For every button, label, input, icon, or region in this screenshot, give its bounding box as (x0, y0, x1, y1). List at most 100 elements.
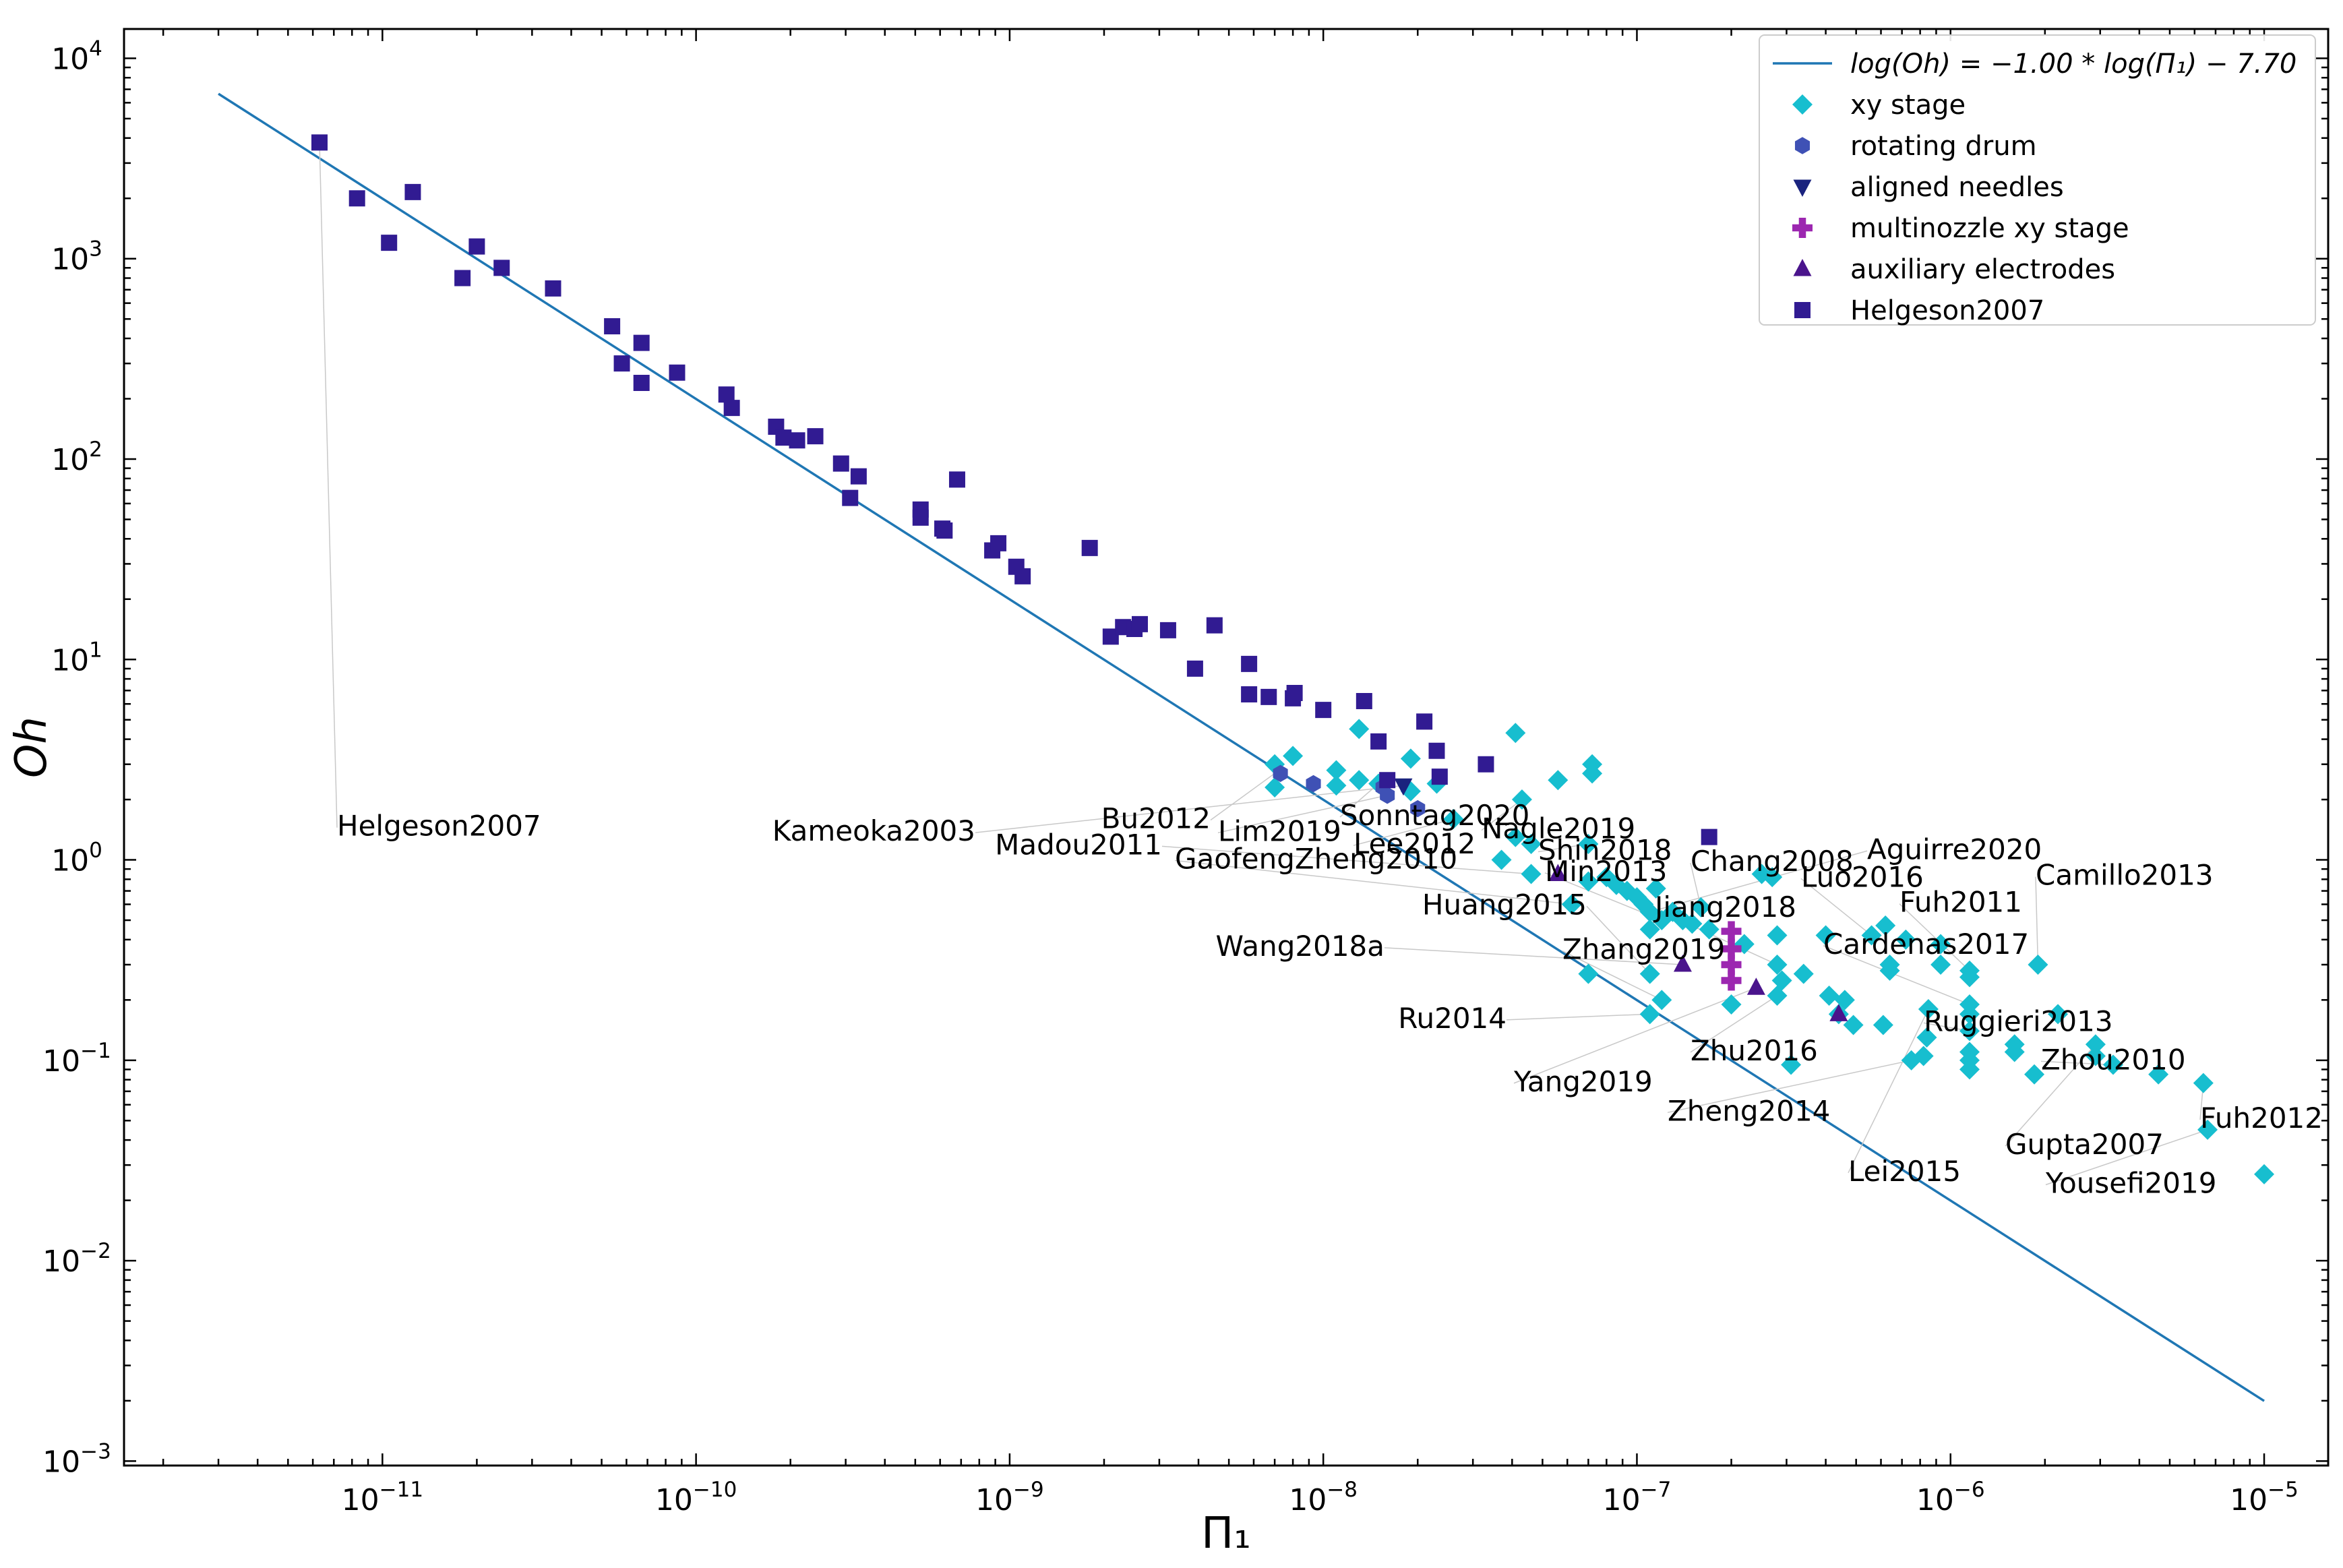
legend-label: xy stage (1850, 90, 1966, 121)
data-point (1861, 925, 1882, 946)
data-point (1326, 760, 1347, 781)
data-point (912, 509, 929, 526)
y-tick-label: 101 (51, 638, 102, 677)
data-point (1834, 990, 1855, 1011)
annotation-label: Min2013 (1545, 855, 1667, 888)
data-point (1721, 938, 1742, 959)
data-point (842, 489, 859, 506)
data-point (1431, 768, 1448, 785)
y-tick-label: 100 (51, 839, 102, 878)
annotation-label: Fuh2011 (1899, 886, 2022, 919)
annotation-leader (1353, 818, 1454, 846)
data-point (2193, 1073, 2214, 1093)
annotation-label: Luo2016 (1801, 860, 1924, 893)
data-point (1959, 967, 1980, 988)
data-point (604, 318, 621, 334)
data-point (1521, 834, 1542, 855)
data-point (1767, 954, 1788, 975)
annotation-label: Zhu2016 (1691, 1034, 1818, 1067)
annotation-label: Zheng2014 (1668, 1094, 1830, 1127)
data-point (936, 522, 953, 539)
data-point (381, 235, 398, 251)
data-point (1691, 897, 1711, 917)
annotation-leader (1667, 1060, 1912, 1114)
legend-label: log(Oh) = −1.00 * log(Π₁) − 7.70 (1850, 49, 2296, 80)
data-point (404, 183, 421, 200)
data-point (1379, 772, 1396, 789)
data-point (2197, 1119, 2218, 1140)
data-point (1762, 867, 1783, 888)
annotation-label: Aguirre2020 (1867, 833, 2042, 866)
data-point (1930, 934, 1951, 955)
annotation-label: Zhou2010 (2041, 1043, 2186, 1076)
legend-label: Helgeson2007 (1850, 295, 2044, 326)
data-point (1349, 719, 1370, 740)
data-point (1829, 1004, 1848, 1021)
annotation-label: Camillo2013 (2036, 859, 2214, 892)
legend-label: aligned needles (1850, 172, 2064, 203)
data-point (1260, 688, 1277, 705)
data-point (1578, 963, 1599, 984)
data-point (723, 400, 740, 417)
data-point (1843, 1015, 1864, 1035)
legend-marker (1793, 259, 1812, 276)
legend: log(Oh) = −1.00 * log(Π₁) − 7.70 xy stage… (1759, 34, 2316, 326)
legend-label: rotating drum (1850, 131, 2037, 162)
data-point (1930, 954, 1951, 975)
annotation-leader (1384, 947, 1683, 965)
series-xy-stage (1265, 719, 2275, 1184)
data-point (1582, 763, 1603, 784)
y-tick-label: 103 (51, 237, 102, 277)
annotation-leader (1800, 878, 1873, 936)
data-point (1315, 702, 1332, 719)
data-point (1286, 685, 1303, 702)
x-tick-label: 10−7 (1603, 1478, 1672, 1517)
data-point (1578, 834, 1599, 855)
annotation-leader (319, 142, 338, 828)
data-point (1428, 742, 1445, 759)
x-tick-label: 10−11 (342, 1478, 423, 1517)
x-tick-label: 10−10 (655, 1478, 737, 1517)
x-axis-title: Π₁ (1201, 1509, 1251, 1559)
annotation-leader (1506, 1013, 1650, 1021)
annotation-label: Lei2015 (1848, 1155, 1961, 1188)
data-point (669, 364, 686, 381)
data-point (1505, 826, 1526, 847)
fit-line (218, 92, 2265, 1402)
data-point (1771, 970, 1792, 991)
data-point (1416, 713, 1433, 730)
annotation-label: Lim2019 (1218, 814, 1341, 847)
x-tick-label: 10−8 (1289, 1478, 1358, 1517)
data-point (1505, 723, 1526, 744)
data-point (1918, 998, 1939, 1019)
data-point (633, 374, 650, 391)
data-point (1959, 1021, 1980, 1042)
data-point (1767, 925, 1788, 946)
data-point (468, 238, 485, 255)
annotation-label: Wang2018a (1216, 930, 1384, 963)
data-point (1873, 1015, 1893, 1035)
annotation-leaders (319, 142, 2208, 1186)
data-point (1916, 1027, 1937, 1048)
data-point (2085, 1034, 2106, 1055)
data-point (493, 260, 510, 276)
data-point (832, 455, 849, 472)
data-point (718, 386, 735, 403)
data-point (1645, 878, 1666, 899)
data-point (2028, 954, 2048, 975)
data-point (1394, 778, 1413, 796)
data-point (1815, 925, 1836, 946)
annotation-label: Fuh2012 (2200, 1102, 2323, 1135)
data-point (2048, 1004, 2069, 1025)
data-point (633, 334, 650, 351)
annotation-leader (1210, 773, 1275, 821)
data-point (1283, 746, 1304, 766)
data-point (545, 280, 561, 297)
annotation-label: Chang2008 (1691, 845, 1854, 878)
data-point (1241, 655, 1258, 672)
data-point (2024, 1064, 2045, 1085)
annotation-leader (1161, 845, 1531, 875)
annotation-label: Bu2012 (1101, 802, 1211, 835)
